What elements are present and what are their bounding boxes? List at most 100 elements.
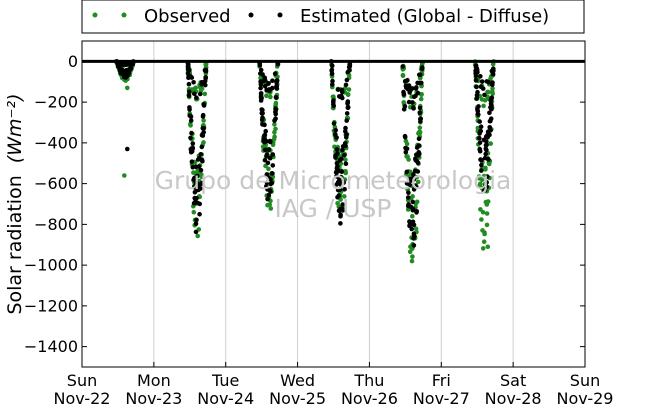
observed-point [125,85,130,91]
estimated-point [266,147,272,152]
estimated-point [335,151,340,156]
observed-point [403,138,409,144]
observed-point [264,93,269,99]
estimated-point [186,81,192,87]
estimated-point [274,83,280,89]
estimated-point [192,189,198,195]
estimated-point [194,217,199,223]
observed-point [485,244,491,250]
estimated-point [264,180,270,185]
y-tick-label: −200 [34,93,78,112]
estimated-point [192,91,197,97]
y-tick-label: −600 [34,174,78,193]
observed-point [273,102,279,107]
estimated-point [418,116,424,121]
estimated-point [484,139,489,144]
observed-point [268,94,273,100]
estimated-point [267,155,273,161]
estimated-point [479,79,485,84]
estimated-point [333,128,339,133]
estimated-point [414,85,419,90]
estimated-point [490,71,496,77]
estimated-point [196,187,201,193]
x-tick-label-day: Thu [353,371,384,390]
estimated-point [406,99,412,105]
estimated-point [337,158,343,163]
observed-point [483,167,488,172]
legend-observed-dot-1 [92,12,98,18]
observed-point [410,213,415,219]
estimated-point [417,105,423,111]
estimated-point [265,160,271,166]
observed-point [199,172,204,177]
estimated-point [197,211,202,217]
estimated-point [417,110,423,116]
y-axis-label: Solar radiation (Wm⁻²) [4,93,26,314]
estimated-point [489,95,495,100]
estimated-point [126,61,132,67]
estimated-point [405,195,411,200]
x-tick-label-day: Tue [211,371,239,390]
estimated-point [478,157,483,162]
observed-point [271,137,277,142]
estimated-point [187,67,192,73]
estimated-point [487,132,492,138]
estimated-point [198,167,204,173]
observed-point [195,233,200,239]
legend-observed-label: Observed [144,6,231,27]
estimated-point [407,182,413,188]
estimated-point [193,229,199,235]
estimated-point [329,71,335,77]
observed-point [478,207,483,212]
estimated-point [483,151,489,157]
estimated-point [347,63,353,69]
estimated-point [185,61,191,67]
observed-point [343,157,348,163]
estimated-point [199,82,204,87]
estimated-point [329,63,335,68]
observed-point [258,75,263,81]
estimated-point [335,87,341,92]
observed-series [114,59,497,264]
observed-point [272,129,277,135]
estimated-point [410,199,416,205]
estimated-point [337,94,342,99]
estimated-point [347,68,352,73]
estimated-point [189,75,195,80]
plot-frame [81,40,586,368]
estimated-point [415,80,420,86]
estimated-point [485,156,491,161]
estimated-point [189,159,195,164]
estimated-point [474,96,480,101]
estimated-point [330,82,335,87]
estimated-point [263,128,269,134]
observed-point [343,170,349,176]
estimated-point [486,80,491,85]
estimated-point [477,140,483,145]
estimated-point [416,136,422,142]
x-tick-label-date: Nov-29 [557,389,614,408]
estimated-point [262,157,268,163]
estimated-point [476,104,481,109]
estimated-point [410,86,415,91]
estimated-point [339,169,345,174]
legend-observed-dot-2 [121,12,127,18]
estimated-point [264,153,269,159]
observed-point [346,87,352,92]
estimated-point [199,144,205,150]
estimated-point [489,103,494,108]
estimated-point [203,82,208,88]
y-tick-label: −800 [34,215,78,234]
estimated-point [258,95,264,101]
estimated-point [415,90,421,96]
estimated-point [258,85,263,91]
legend-observed-marker [92,12,127,18]
estimated-point [406,190,411,195]
estimated-point [269,171,275,176]
observed-point [480,210,486,215]
estimated-point [401,89,406,95]
estimated-point [411,243,417,248]
estimated-point [490,80,495,85]
estimated-point [336,208,342,213]
x-tick-label-date: Nov-28 [485,389,542,408]
